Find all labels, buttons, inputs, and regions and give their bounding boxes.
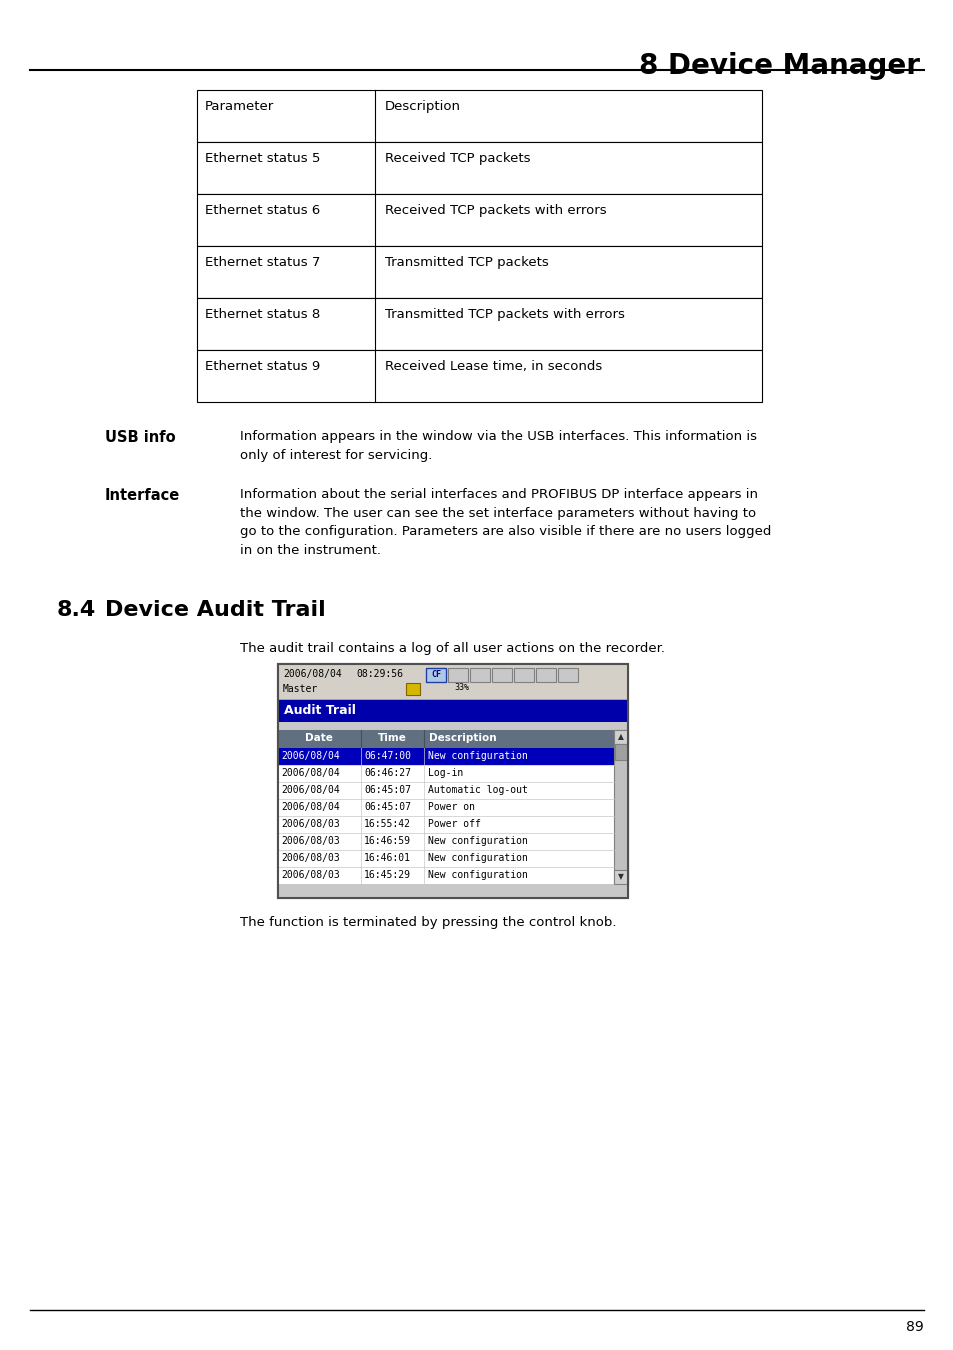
Text: 2006/08/04: 2006/08/04 xyxy=(281,751,339,761)
Text: The function is terminated by pressing the control knob.: The function is terminated by pressing t… xyxy=(240,917,616,929)
Bar xyxy=(277,730,614,748)
Text: USB info: USB info xyxy=(105,431,175,446)
Bar xyxy=(614,730,627,744)
Bar xyxy=(536,668,556,682)
Text: 8 Device Manager: 8 Device Manager xyxy=(639,53,919,80)
Text: Received TCP packets: Received TCP packets xyxy=(385,153,530,165)
Text: 16:45:29: 16:45:29 xyxy=(364,869,411,880)
Bar xyxy=(470,668,490,682)
Text: 06:45:07: 06:45:07 xyxy=(364,784,411,795)
Text: The audit trail contains a log of all user actions on the recorder.: The audit trail contains a log of all us… xyxy=(240,643,664,655)
Bar xyxy=(558,668,578,682)
Text: Device Audit Trail: Device Audit Trail xyxy=(105,599,325,620)
Text: 2006/08/03: 2006/08/03 xyxy=(281,869,339,880)
Text: 06:46:27: 06:46:27 xyxy=(364,768,411,778)
Bar xyxy=(277,701,627,722)
Bar xyxy=(196,90,761,142)
Text: 2006/08/04: 2006/08/04 xyxy=(281,784,339,795)
Bar xyxy=(277,664,627,898)
Text: 33%: 33% xyxy=(454,683,469,693)
Text: Power on: Power on xyxy=(428,802,475,811)
Text: 2006/08/04: 2006/08/04 xyxy=(283,670,341,679)
Text: 89: 89 xyxy=(905,1320,923,1334)
Text: New configuration: New configuration xyxy=(428,853,527,863)
Bar xyxy=(277,833,614,851)
Text: Ethernet status 9: Ethernet status 9 xyxy=(205,360,320,373)
Text: CF: CF xyxy=(431,670,440,679)
Bar xyxy=(448,668,468,682)
Bar xyxy=(277,664,627,701)
Text: Ethernet status 5: Ethernet status 5 xyxy=(205,153,320,165)
Bar xyxy=(277,765,614,782)
Bar xyxy=(196,194,761,246)
Text: 2006/08/03: 2006/08/03 xyxy=(281,853,339,863)
Text: Master: Master xyxy=(283,684,318,694)
Text: Transmitted TCP packets: Transmitted TCP packets xyxy=(385,256,548,269)
Text: Time: Time xyxy=(377,733,406,743)
Text: Ethernet status 7: Ethernet status 7 xyxy=(205,256,320,269)
Bar xyxy=(277,722,627,730)
Text: 06:47:00: 06:47:00 xyxy=(364,751,411,761)
Text: Information appears in the window via the USB interfaces. This information is
on: Information appears in the window via th… xyxy=(240,431,757,462)
Bar xyxy=(614,730,627,884)
Bar xyxy=(277,815,614,833)
Text: New configuration: New configuration xyxy=(428,751,527,761)
Text: Log-in: Log-in xyxy=(428,768,463,778)
Bar xyxy=(196,298,761,350)
Bar xyxy=(277,748,614,765)
Text: Automatic log-out: Automatic log-out xyxy=(428,784,527,795)
Text: Power off: Power off xyxy=(428,819,480,829)
Text: 2006/08/03: 2006/08/03 xyxy=(281,819,339,829)
Bar xyxy=(196,350,761,402)
Text: 16:55:42: 16:55:42 xyxy=(364,819,411,829)
Bar xyxy=(277,664,627,898)
Text: Ethernet status 8: Ethernet status 8 xyxy=(205,308,320,321)
Bar xyxy=(615,744,626,760)
Text: Description: Description xyxy=(385,100,460,113)
Text: 2006/08/04: 2006/08/04 xyxy=(281,768,339,778)
Text: Parameter: Parameter xyxy=(205,100,274,113)
Bar xyxy=(196,246,761,298)
Text: 2006/08/04: 2006/08/04 xyxy=(281,802,339,811)
Bar xyxy=(277,867,614,884)
Text: Ethernet status 6: Ethernet status 6 xyxy=(205,204,320,217)
Text: 16:46:59: 16:46:59 xyxy=(364,836,411,846)
Bar xyxy=(426,668,446,682)
Text: New configuration: New configuration xyxy=(428,869,527,880)
Bar xyxy=(196,142,761,194)
Bar xyxy=(277,782,614,799)
Text: Information about the serial interfaces and PROFIBUS DP interface appears in
the: Information about the serial interfaces … xyxy=(240,487,771,556)
Bar xyxy=(277,799,614,815)
Text: ▲: ▲ xyxy=(618,732,623,741)
Text: Transmitted TCP packets with errors: Transmitted TCP packets with errors xyxy=(385,308,624,321)
Bar xyxy=(614,869,627,884)
Text: ▼: ▼ xyxy=(618,872,623,882)
Text: 16:46:01: 16:46:01 xyxy=(364,853,411,863)
Text: Received Lease time, in seconds: Received Lease time, in seconds xyxy=(385,360,601,373)
Text: Interface: Interface xyxy=(105,487,180,504)
Text: 06:45:07: 06:45:07 xyxy=(364,802,411,811)
Bar xyxy=(277,884,627,898)
Text: 8.4: 8.4 xyxy=(57,599,96,620)
Text: New configuration: New configuration xyxy=(428,836,527,846)
Text: Date: Date xyxy=(305,733,333,743)
Bar xyxy=(406,683,419,695)
Bar xyxy=(277,850,614,867)
Text: 2006/08/03: 2006/08/03 xyxy=(281,836,339,846)
Text: Description: Description xyxy=(429,733,497,743)
Bar xyxy=(514,668,534,682)
Bar xyxy=(492,668,512,682)
Text: Received TCP packets with errors: Received TCP packets with errors xyxy=(385,204,606,217)
Text: 08:29:56: 08:29:56 xyxy=(355,670,402,679)
Text: Audit Trail: Audit Trail xyxy=(284,703,355,717)
